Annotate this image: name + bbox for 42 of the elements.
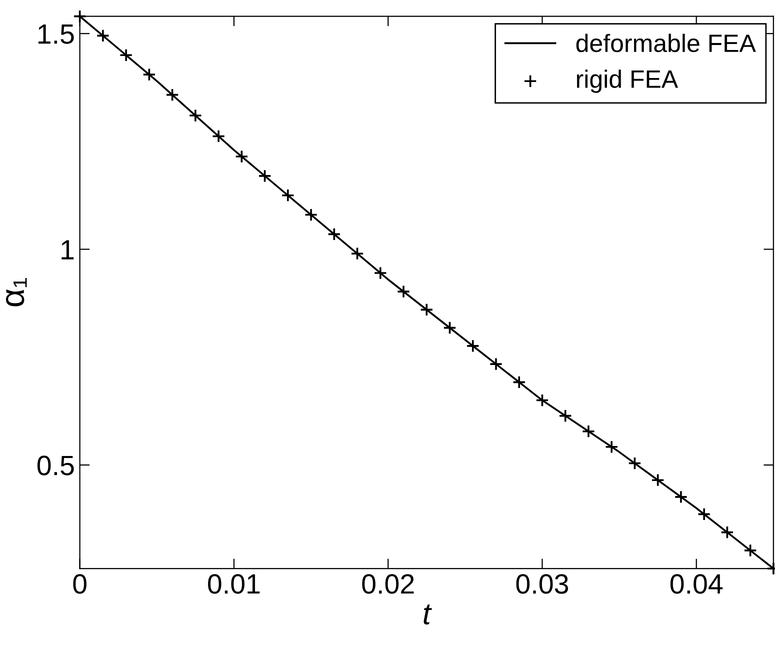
point: [234, 150, 248, 164]
point: [142, 68, 156, 82]
point: [73, 10, 87, 24]
legend-label: rigid FEA: [576, 70, 678, 93]
point: [212, 130, 226, 143]
point: [512, 375, 526, 389]
x-tick-label: 0: [73, 574, 86, 594]
point: [604, 440, 618, 454]
point: [558, 409, 572, 423]
point: [744, 544, 758, 558]
point: [304, 208, 318, 222]
point: [166, 88, 180, 102]
point: [466, 339, 480, 353]
point: [720, 526, 734, 540]
point: [651, 473, 665, 487]
point: [119, 48, 133, 62]
y-tick-label: 1: [62, 240, 74, 260]
x-tick-label: 0.03: [516, 574, 568, 594]
point: [281, 188, 295, 202]
y-axis-title: α₁: [6, 278, 27, 306]
point: [327, 227, 341, 241]
point: [374, 266, 388, 280]
point: [582, 424, 596, 438]
point: [489, 357, 503, 371]
x-tick-label: 0.01: [208, 574, 260, 594]
point: [674, 490, 688, 504]
point: [443, 321, 456, 335]
legend-label: deformable FEA: [576, 34, 756, 52]
x-tick-label: 0.02: [362, 574, 414, 594]
point: [697, 507, 711, 521]
x-tick-label: 0.04: [670, 574, 723, 594]
point: [396, 284, 410, 298]
point: [188, 108, 202, 122]
y-tick-label: 1.5: [38, 24, 74, 44]
x-axis-title: t: [424, 604, 432, 625]
point: [628, 456, 642, 470]
point: [420, 302, 434, 316]
point: [258, 169, 272, 183]
point: [350, 246, 364, 260]
point: [96, 29, 110, 42]
point: [536, 394, 549, 407]
y-tick-label: 0.5: [37, 456, 74, 476]
